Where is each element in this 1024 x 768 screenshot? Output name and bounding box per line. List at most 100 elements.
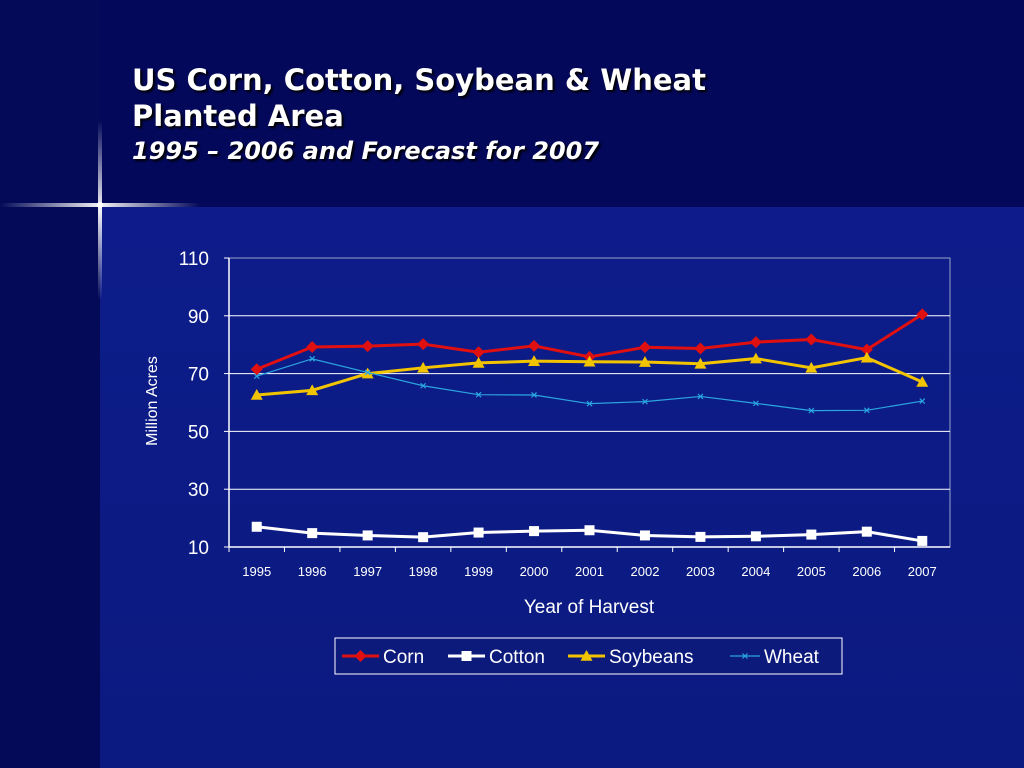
wheat-point [808,407,815,414]
y-axis-label: Million Acres [144,356,161,446]
marker-stroke [253,373,260,380]
corn-point [638,341,651,354]
x-tick-label: 2003 [686,564,715,579]
x-tick-label: 1996 [298,564,327,579]
title-block: US Corn, Cotton, Soybean & Wheat Planted… [132,62,706,168]
wheat-point [697,393,704,400]
wheat-point [253,373,260,380]
x-tick-label: 2006 [852,564,881,579]
x-axis-label: Year of Harvest [524,597,655,618]
marker-stroke [531,392,537,398]
wheat-point [475,391,482,398]
legend-marker [354,650,367,662]
wheat-point [531,392,537,398]
marker-stroke [808,407,815,414]
x-tick-label: 2005 [797,564,826,579]
soybeans-point [916,375,929,387]
x-tick-label: 2002 [631,564,660,579]
series-soybeans [250,351,929,400]
gridlines [228,257,951,548]
corn-point [916,308,929,321]
cotton-point [806,529,817,540]
y-tick-label: 30 [188,480,209,501]
legend-item-corn: Corn [342,647,424,668]
x-tick-label: 1999 [464,564,493,579]
cotton-point [584,525,595,536]
x-tick-label: 1997 [353,564,382,579]
marker-stroke [420,382,427,389]
wheat-point [586,400,593,407]
corn-point [361,340,374,353]
x-tick-label: 1998 [409,564,438,579]
cotton-point [750,531,761,542]
cotton-point [473,527,484,538]
soybeans-point [472,356,485,368]
cotton-point [695,531,706,542]
soybeans-point [250,388,263,400]
cotton-point [307,528,318,539]
legend-item-wheat: Wheat [730,647,820,668]
x-tick-label: 2001 [575,564,604,579]
marker-stroke [752,400,759,407]
wheat-point [863,407,870,414]
cotton-point [251,521,262,532]
corn-point [417,338,430,351]
legend-label: Corn [383,647,424,668]
cotton-point [639,530,650,541]
marker-stroke [742,653,748,659]
soybeans-point [694,357,707,369]
y-tick-label: 90 [188,307,209,328]
soybeans-point [860,351,873,363]
wheat-point [420,382,427,389]
wheat-point [919,398,926,404]
legend-marker [580,650,593,661]
series-wheat [253,355,926,414]
legend-item-soybeans: Soybeans [568,647,694,668]
legend: Corn Cotton Soybeans Wheat [334,637,843,675]
y-tick-label: 10 [188,538,209,559]
legend-item-cotton: Cotton [448,647,545,668]
marker-stroke [697,393,704,400]
series-layer [250,308,929,546]
cotton-point [529,526,540,537]
soybeans-point [306,384,319,396]
x-tick-label: 1995 [242,564,271,579]
y-axis-ticks: 10 30 50 70 90 110 [179,249,229,559]
slide-title-line2: Planted Area [132,99,344,133]
x-tick-label: 2007 [908,564,937,579]
plot-area-border [228,257,951,548]
soybeans-point [749,352,762,364]
soybeans-point [805,361,818,373]
soybeans-point [583,355,596,367]
y-tick-label: 110 [179,249,209,270]
marker-stroke [586,400,593,407]
corn-point [805,333,818,346]
marker-stroke [919,398,926,404]
cotton-point [418,532,429,543]
corn-point [306,341,319,354]
marker-stroke [642,398,648,405]
y-tick-label: 70 [188,365,209,386]
x-tick-label: 2004 [741,564,770,579]
slide-title-line1: US Corn, Cotton, Soybean & Wheat [132,63,706,97]
soybeans-point [638,356,651,367]
corn-point [250,363,263,376]
legend-label: Wheat [764,647,820,668]
slide-subtitle: 1995 – 2006 and Forecast for 2007 [132,137,600,165]
corn-point [860,343,873,356]
series-cotton [251,521,928,546]
x-tick-label: 2000 [520,564,549,579]
wheat-point [309,355,316,362]
y-tick-label: 50 [188,422,209,443]
marker-stroke [863,407,870,414]
legend-marker [461,651,472,661]
corn-point [749,336,762,349]
marker-stroke [475,391,482,398]
marker-stroke [364,369,371,376]
marker-stroke [309,355,316,362]
cotton-point [861,526,872,537]
wheat-point [752,400,759,407]
legend-label: Soybeans [609,647,694,668]
wheat-point [642,398,648,405]
